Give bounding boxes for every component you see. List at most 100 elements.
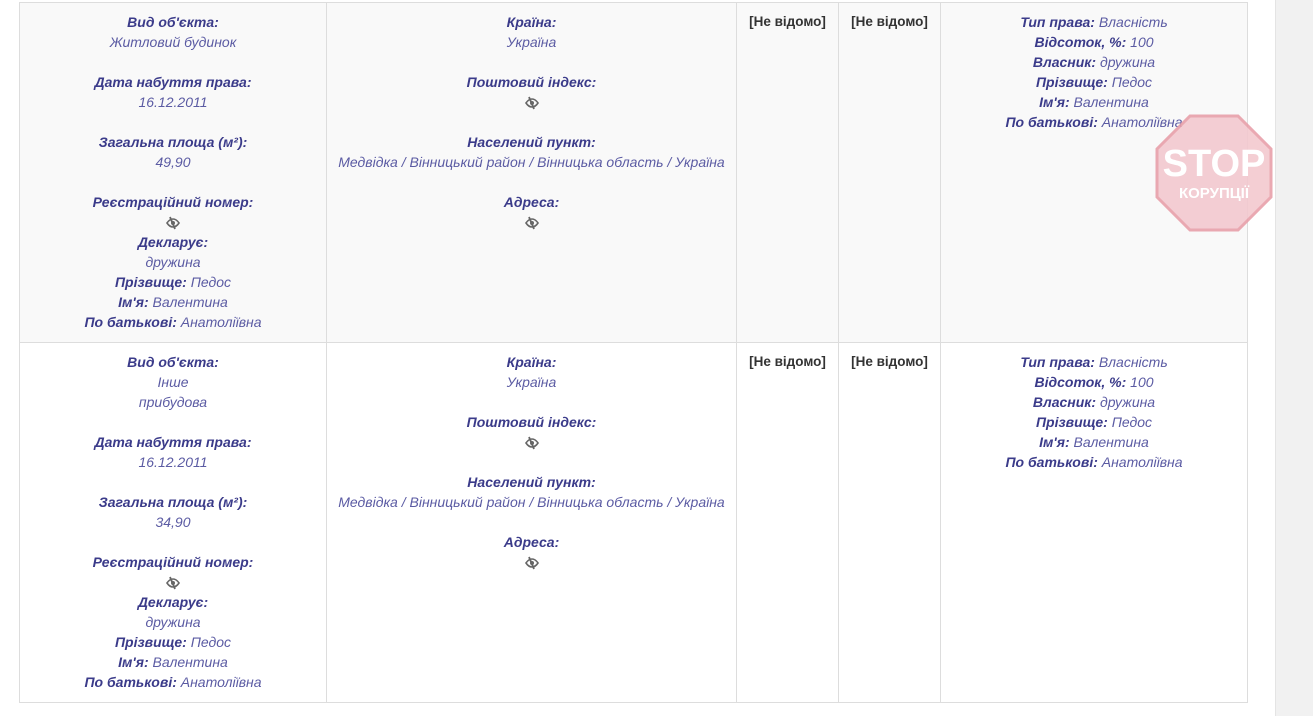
field: Власник: дружина <box>947 392 1241 412</box>
field: Тип права: Власність <box>947 352 1241 372</box>
field: Тип права: Власність <box>947 12 1241 32</box>
field-value: Анатоліївна <box>180 674 262 690</box>
spacer <box>333 112 730 132</box>
field-label: Власник: <box>1032 54 1097 70</box>
object-cell: Вид об'єкта: Інше прибудова Дата набуття пр… <box>19 342 327 703</box>
field-label: Відсоток, %: <box>1034 34 1127 50</box>
table-row: Вид об'єкта: Житловий будинок Дата набуття… <box>19 2 1248 343</box>
unknown-cell: [Не відомо] <box>838 342 941 703</box>
field-value: 100 <box>1130 374 1154 390</box>
field-value: Педос <box>190 274 232 290</box>
field-value: Власність <box>1098 354 1168 370</box>
field-value: дружина <box>1099 54 1156 70</box>
field-label: Адреса: <box>503 534 560 550</box>
field-label: Декларує: <box>137 234 209 250</box>
field-value: Педос <box>190 634 232 650</box>
spacer <box>26 112 320 132</box>
rights-cell: Тип права: Власність Відсоток, %: 100 Влас… <box>940 342 1248 703</box>
field-label: Вид об'єкта: <box>127 354 219 370</box>
field-label: Ім'я: <box>118 294 149 310</box>
field-value: Валентина <box>1073 94 1149 110</box>
location-cell: Країна: Україна Поштовий індекс: Населений … <box>326 2 737 343</box>
field-label: Прізвище: <box>114 274 187 290</box>
stop-corruption-watermark: STOP КОРУПЦІЇ <box>1155 114 1273 232</box>
field: Прізвище: Педос <box>26 272 320 292</box>
spacer <box>26 532 320 552</box>
field-label: Дата набуття права: <box>94 434 252 450</box>
field: Прізвище: Педос <box>947 412 1241 432</box>
location-cell: Країна: Україна Поштовий індекс: Населений … <box>326 342 737 703</box>
field-value: 16.12.2011 <box>138 94 208 110</box>
field-label: Країна: <box>506 14 557 30</box>
field-label: Тип права: <box>1020 14 1095 30</box>
field-label: Вид об'єкта: <box>127 14 219 30</box>
watermark-stop: STOP <box>1163 143 1266 185</box>
eye-slash-icon <box>524 436 539 450</box>
spacer <box>26 472 320 492</box>
property-table: Вид об'єкта: Житловий будинок Дата набуття… <box>19 2 1248 703</box>
field-label: Прізвище: <box>114 634 187 650</box>
unknown-cell: [Не відомо] <box>736 2 839 343</box>
hidden-value <box>333 92 730 112</box>
eye-slash-icon <box>524 96 539 110</box>
field-value: Педос <box>1111 414 1153 430</box>
field-value: прибудова <box>138 394 208 410</box>
field-label: Населений пункт: <box>467 474 596 490</box>
field-label: Загальна площа (м²): <box>98 494 248 510</box>
eye-slash-icon <box>166 216 180 230</box>
field-value: дружина <box>145 254 201 270</box>
field-label: Адреса: <box>503 194 560 210</box>
spacer <box>333 452 730 472</box>
rights-cell: Тип права: Власність Відсоток, %: 100 Влас… <box>940 2 1248 343</box>
field: Відсоток, %: 100 <box>947 372 1241 392</box>
field-value: Інше <box>157 374 189 390</box>
field-label: Ім'я: <box>1039 94 1070 110</box>
field: Прізвище: Педос <box>26 632 320 652</box>
field-value: Валентина <box>1073 434 1149 450</box>
spacer <box>333 512 730 532</box>
field: Ім'я: Валентина <box>947 92 1241 112</box>
eye-slash-icon <box>524 216 539 230</box>
field: Відсоток, %: 100 <box>947 32 1241 52</box>
field-label: Декларує: <box>137 594 209 610</box>
field-value: Анатоліївна <box>1101 114 1183 130</box>
field-label: Населений пункт: <box>467 134 596 150</box>
field-value: Житловий будинок <box>109 34 237 50</box>
spacer <box>26 412 320 432</box>
spacer <box>333 392 730 412</box>
field: Ім'я: Валентина <box>947 432 1241 452</box>
field-value: Анатоліївна <box>180 314 262 330</box>
field: По батькові: Анатоліївна <box>947 112 1241 132</box>
field-label: Ім'я: <box>118 654 149 670</box>
hidden-value <box>333 212 730 232</box>
field: По батькові: Анатоліївна <box>26 312 320 332</box>
field-label: Реєстраційний номер: <box>92 554 254 570</box>
field-value: Анатоліївна <box>1101 454 1183 470</box>
unknown-cell: [Не відомо] <box>838 2 941 343</box>
field-value: Власність <box>1098 14 1168 30</box>
field-label: Країна: <box>506 354 557 370</box>
page-side-panel <box>1275 0 1313 716</box>
field-value: 16.12.2011 <box>138 454 208 470</box>
field: Ім'я: Валентина <box>26 652 320 672</box>
spacer <box>333 172 730 192</box>
field-label: Реєстраційний номер: <box>92 194 254 210</box>
spacer <box>26 172 320 192</box>
field-label: Тип права: <box>1020 354 1095 370</box>
field-value: Україна <box>506 34 557 50</box>
field-label: Поштовий індекс: <box>466 74 597 90</box>
field-label: Власник: <box>1032 394 1097 410</box>
unknown-cell: [Не відомо] <box>736 342 839 703</box>
object-cell: Вид об'єкта: Житловий будинок Дата набуття… <box>19 2 327 343</box>
field-label: Прізвище: <box>1035 414 1108 430</box>
field-label: По батькові: <box>84 674 177 690</box>
field-value: Педос <box>1111 74 1153 90</box>
field: По батькові: Анатоліївна <box>947 452 1241 472</box>
eye-slash-icon <box>524 556 539 570</box>
field-value: 100 <box>1130 34 1154 50</box>
field-value: Медвідка / Вінницький район / Вінницька … <box>338 154 725 170</box>
field-value: Україна <box>506 374 557 390</box>
hidden-value <box>26 212 320 232</box>
hidden-value <box>26 572 320 592</box>
spacer <box>26 52 320 72</box>
